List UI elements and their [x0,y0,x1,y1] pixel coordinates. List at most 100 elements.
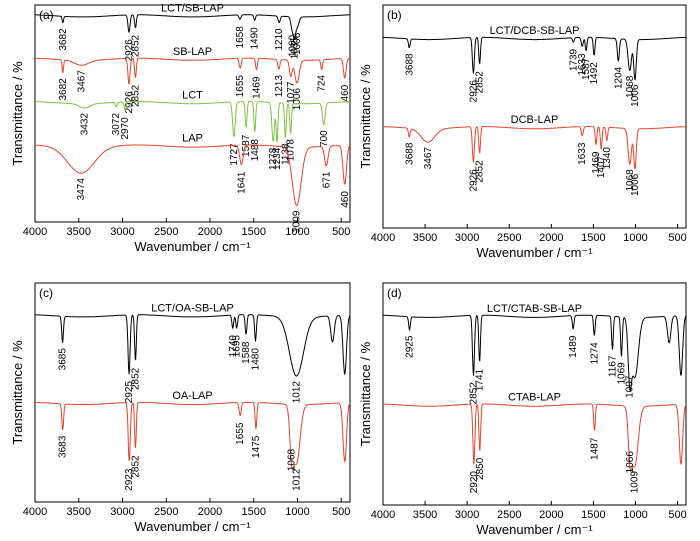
spectrum-line [382,314,687,391]
x-tick-label: 500 [332,506,350,518]
x-tick-label: 500 [668,509,686,521]
x-tick-label: 1500 [581,509,605,521]
peak-label: 1492 [589,62,600,85]
x-tick-label: 4000 [371,232,395,244]
spectrum-line [382,126,687,170]
peak-label: 1727 [229,143,240,166]
x-tick-label: 4000 [371,509,395,521]
peak-label: 1739 [568,48,579,71]
spectrum-line [34,401,351,470]
peak-label: 1009 [292,210,303,233]
peak-label: 3688 [404,53,415,76]
peak-label: 1006 [630,173,641,196]
series-label: LCT [182,89,203,101]
peak-label: 3688 [404,142,415,165]
peak-label: 1655 [235,422,246,445]
y-axis-label: Transmittance / % [10,340,25,445]
spectrum-line [382,36,687,81]
peak-label: 1641 [236,171,247,194]
peak-label: 2970 [120,117,131,140]
plot-frame [34,4,351,223]
peak-label: 1204 [613,66,624,89]
x-tick-label: 2500 [154,506,178,518]
peak-label: 1475 [251,435,262,458]
peak-label: 3683 [58,435,69,458]
peak-label: 3685 [58,348,69,371]
peak-label: 1274 [589,342,600,365]
panel-label: (d) [387,286,402,300]
x-tick-label: 2000 [198,506,222,518]
peak-label: 1009 [630,471,641,494]
peak-label: 1234 [272,147,283,170]
x-tick-label: 2500 [154,226,178,238]
x-tick-label: 500 [332,226,350,238]
peak-label: 1488 [250,139,261,162]
peak-label: 1487 [590,437,601,460]
plot-frame [382,282,687,506]
spectrum-line [34,314,351,377]
x-axis-label: Wavenumber / cm⁻¹ [134,239,251,254]
peak-label: 2925 [405,335,416,358]
peak-label: 1741 [475,368,486,391]
series-label: LCT/SB-LAP [161,3,224,15]
y-axis-label: Transmittance / % [358,341,373,446]
plot-frame [382,4,687,229]
peak-label: 1060 [287,34,298,57]
peak-label: 1469 [252,76,263,99]
series-label: LCT/DCB-SB-LAP [490,25,580,37]
peak-label: 1068 [625,75,636,98]
peak-label: 2920 [469,471,480,494]
peak-label: 1006 [292,32,303,55]
peak-label: 1489 [568,335,579,358]
peak-label: 460 [340,191,351,208]
peak-label: 3072 [111,113,122,136]
peak-label: 1007 [625,375,636,398]
panel-label: (c) [39,286,53,300]
x-tick-label: 2500 [497,232,521,244]
panel-label: (b) [387,8,402,22]
x-tick-label: 4000 [23,226,47,238]
y-axis-label: Transmittance / % [10,61,25,166]
peak-label: 2852 [475,71,486,94]
x-tick-label: 2500 [497,509,521,521]
peak-label: 2923 [124,468,135,491]
plot-frame [34,282,351,503]
peak-label: 1078 [286,139,297,162]
peak-label: 2852 [130,367,141,390]
spectrum-line [382,403,687,472]
peak-label: 1006 [292,88,303,111]
peak-label: 1740 [228,335,239,358]
peak-label: 1138 [280,143,291,165]
peak-label: 1695 [232,335,243,358]
peak-label: 724 [317,75,328,92]
peak-label: 1278 [268,147,279,170]
series-label: SB-LAP [173,46,212,58]
x-tick-label: 1000 [623,509,647,521]
peak-label: 3467 [77,70,88,93]
peak-label: 1658 [235,26,246,49]
x-tick-label: 1000 [285,226,309,238]
x-tick-label: 2000 [198,226,222,238]
x-tick-label: 1000 [285,506,309,518]
x-tick-label: 4000 [23,506,47,518]
peak-label: 671 [321,171,332,188]
peak-label: 1068 [287,448,298,471]
spectrum-line [34,57,351,85]
peak-label: 3682 [58,78,69,101]
peak-label: 2852 [475,160,486,183]
peak-label: 1066 [625,451,636,474]
spectrum-line [34,101,351,143]
peak-label: 1006 [630,84,641,107]
x-tick-label: 3500 [67,506,91,518]
peak-label: 1012 [291,381,302,404]
series-label: OA-LAP [172,390,212,402]
x-axis-label: Wavenumber / cm⁻¹ [134,519,251,534]
peak-label: 1069 [616,362,627,385]
peak-label: 3467 [423,147,434,170]
spectrum-line [34,144,351,207]
peak-label: 2852 [469,382,480,405]
peak-label: 1213 [274,75,285,98]
x-tick-label: 2000 [539,232,563,244]
y-axis-label: Transmittance / % [358,64,373,169]
